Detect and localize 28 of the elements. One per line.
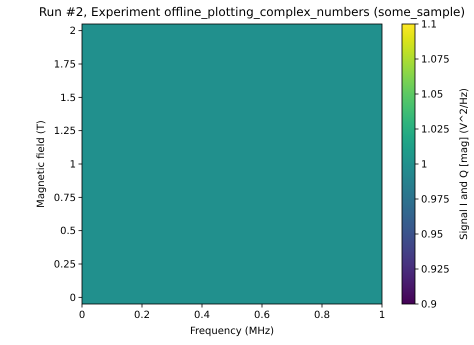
color-bar-label: 1.075 (421, 54, 450, 66)
color-bar-title: Signal I and Q [mag] (V^2/Hz) (459, 88, 470, 240)
color-bar-label: 0.975 (421, 194, 450, 206)
y-axis-title: Magnetic field (T) (36, 120, 47, 208)
color-bar-label: 0.925 (421, 264, 450, 276)
color-bar-label: 1.1 (421, 20, 437, 30)
y-tick-label: 1.75 (54, 60, 76, 70)
x-tick-label: 0.6 (254, 310, 270, 321)
y-tick-label: 1 (70, 160, 76, 170)
x-axis-title: Frequency (MHz) (190, 326, 274, 337)
color-bar-label: 0.95 (421, 230, 444, 240)
x-tick-label: 0.4 (194, 310, 210, 321)
x-tick-label: 0.8 (314, 310, 330, 321)
x-tick-label: 1 (378, 310, 386, 321)
y-tick-label: 0.5 (60, 226, 76, 238)
x-tick-label: 0.2 (134, 310, 150, 321)
y-tick-label: 0 (70, 292, 76, 304)
y-tick-label: 0.25 (54, 260, 76, 270)
y-tick-label: 1.25 (54, 126, 76, 138)
y-tick-label: 2 (70, 26, 76, 38)
chart-title: Run #2, Experiment offline_plotting_complex_numbers (some_sample) (38, 5, 466, 19)
y-tick-label: 1.5 (60, 92, 76, 104)
color-bar-label: 0.9 (421, 300, 437, 310)
x-tick-label: 0 (78, 310, 86, 321)
color-bar-label: 1 (421, 160, 428, 170)
color-bar-label: 1.025 (421, 124, 450, 136)
y-tick-label: 0.75 (54, 192, 76, 204)
color-bar-label: 1.05 (421, 90, 444, 100)
